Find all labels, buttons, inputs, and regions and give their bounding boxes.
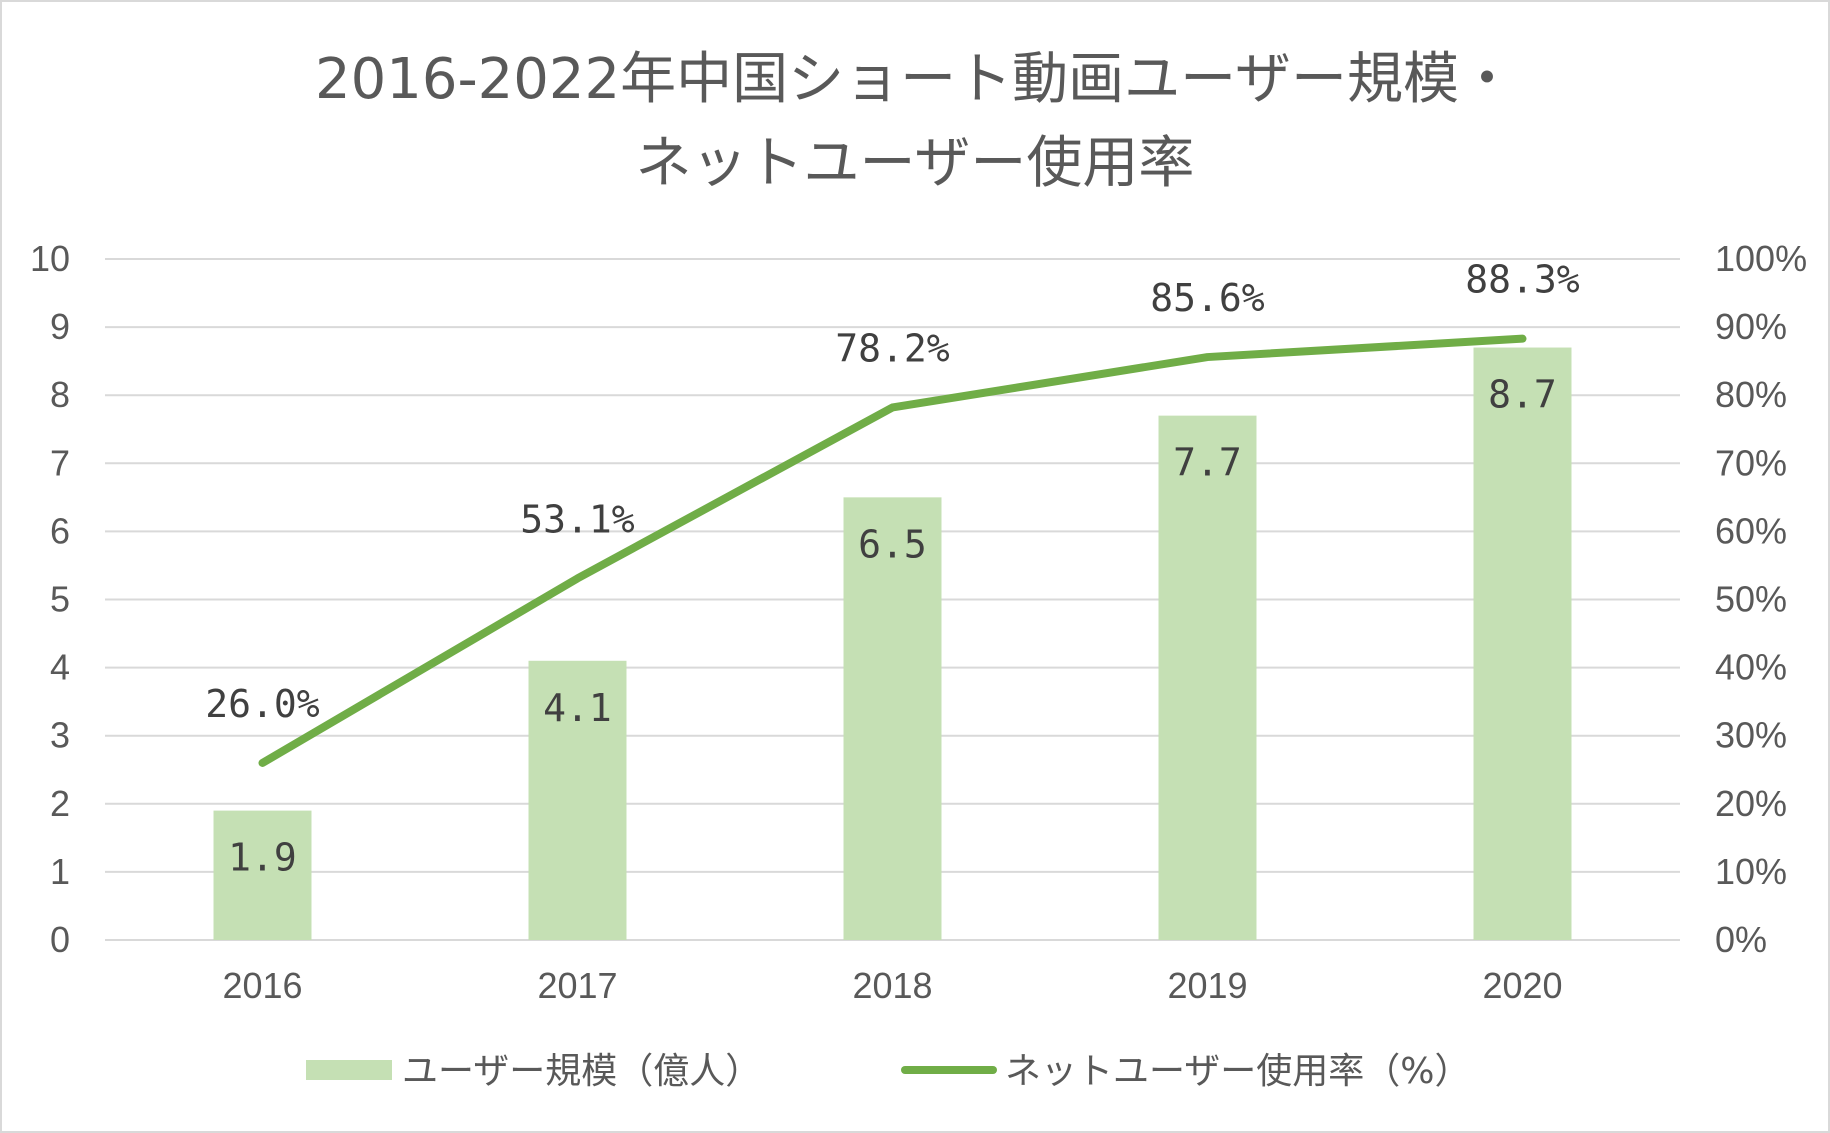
bar-data-label: 7.7 [1173, 441, 1242, 485]
x-axis-tick-label: 2018 [852, 965, 932, 1006]
x-axis-tick-label: 2019 [1167, 965, 1247, 1006]
bar-data-label: 6.5 [858, 522, 927, 566]
bar-data-label: 4.1 [543, 686, 612, 730]
right-axis-tick-label: 30% [1715, 715, 1787, 756]
right-axis-tick-label: 10% [1715, 851, 1787, 892]
chart-title-line-1: 2016-2022年中国ショート動画ユーザー規模・ [314, 47, 1516, 112]
left-axis-tick-label: 6 [50, 510, 70, 551]
line-data-label: 26.0% [205, 682, 320, 726]
right-axis-tick-label: 90% [1715, 306, 1787, 347]
bar [213, 810, 312, 940]
left-axis-tick-label: 4 [50, 647, 70, 688]
right-axis-tick-label: 60% [1715, 510, 1787, 551]
line-data-label: 78.2% [835, 326, 950, 370]
bar-series [213, 347, 1572, 940]
line-series [258, 334, 1527, 767]
bar [1473, 347, 1572, 940]
left-axis-tick-label: 0 [50, 919, 70, 960]
left-axis-ticks: 0 1 2 3 4 5 6 7 8 9 10 [30, 238, 70, 960]
bar-data-label: 1.9 [228, 836, 297, 880]
right-axis-tick-label: 40% [1715, 647, 1787, 688]
legend-swatch-bar [306, 1060, 392, 1080]
chart-title: 2016-2022年中国ショート動画ユーザー規模・ ネットユーザー使用率 [0, 38, 1830, 206]
right-axis-tick-label: 100% [1715, 238, 1807, 279]
legend-label-bar: ユーザー規模（億人） [402, 1051, 761, 1092]
left-axis-tick-label: 9 [50, 306, 70, 347]
chart-title-line-2: ネットユーザー使用率 [635, 131, 1195, 196]
left-axis-tick-label: 10 [30, 238, 70, 279]
right-axis-ticks: 0% 10% 20% 30% 40% 50% 60% 70% 80% 90% 100% [1715, 238, 1807, 960]
x-axis-tick-label: 2017 [537, 965, 617, 1006]
left-axis-tick-label: 5 [50, 579, 70, 620]
bar-data-label: 8.7 [1488, 373, 1557, 417]
line-data-label: 53.1% [520, 497, 635, 541]
line-data-label: 85.6% [1150, 276, 1265, 320]
bar [1158, 415, 1257, 940]
right-axis-tick-label: 50% [1715, 579, 1787, 620]
data-labels: 1.9 4.1 6.5 7.7 8.7 26.0% 53.1% 78.2% 85.6% 88.3% [205, 258, 1580, 880]
left-axis-tick-label: 2 [50, 783, 70, 824]
right-axis-tick-label: 80% [1715, 374, 1787, 415]
x-axis-tick-label: 2016 [222, 965, 302, 1006]
right-axis-tick-label: 70% [1715, 442, 1787, 483]
left-axis-tick-label: 3 [50, 715, 70, 756]
left-axis-tick-label: 7 [50, 442, 70, 483]
x-axis-ticks: 2016 2017 2018 2019 2020 [222, 965, 1562, 1006]
left-axis-tick-label: 8 [50, 374, 70, 415]
right-axis-tick-label: 0% [1715, 919, 1767, 960]
right-axis-tick-label: 20% [1715, 783, 1787, 824]
left-axis-tick-label: 1 [50, 851, 70, 892]
legend-label-line: ネットユーザー使用率（%） [1005, 1051, 1471, 1092]
bar [843, 497, 942, 940]
legend: ユーザー規模（億人） ネットユーザー使用率（%） [306, 1051, 1471, 1092]
line-data-label: 88.3% [1465, 258, 1580, 302]
bar [528, 660, 627, 940]
x-axis-tick-label: 2020 [1482, 965, 1562, 1006]
